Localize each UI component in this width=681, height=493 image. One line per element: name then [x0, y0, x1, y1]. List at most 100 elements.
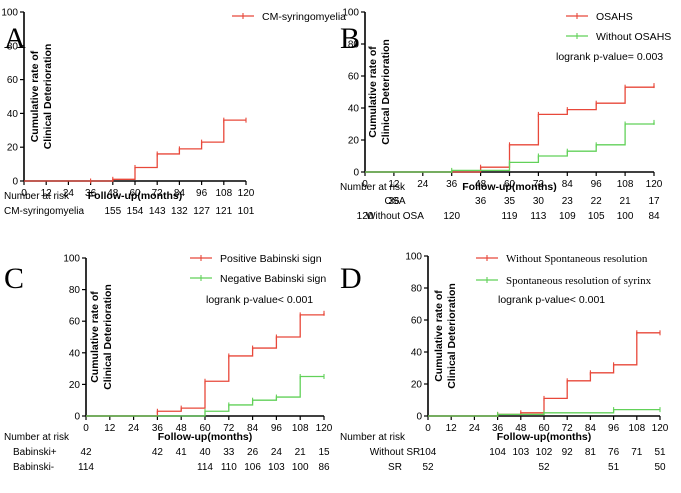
x-tick-label: 96	[196, 188, 208, 199]
x-tick-label: 84	[585, 423, 597, 434]
y-tick-label: 40	[348, 104, 360, 115]
risk-value: 103	[268, 462, 285, 473]
x-axis-label: Follow-up(months)	[158, 431, 252, 443]
x-tick-label: 24	[128, 423, 140, 434]
x-tick-label: 108	[628, 423, 645, 434]
series-line-1	[365, 122, 655, 173]
risk-table-title: Number at risk	[340, 182, 406, 193]
risk-value: 114	[78, 462, 94, 473]
risk-value: 33	[223, 447, 235, 458]
risk-value: 42	[152, 447, 164, 458]
risk-value: 114	[197, 462, 213, 473]
x-tick-label: 120	[652, 423, 669, 434]
x-tick-label: 36	[446, 179, 458, 190]
x-tick-label: 0	[362, 179, 368, 190]
x-tick-label: 12	[104, 423, 116, 434]
risk-value: 35	[504, 196, 516, 207]
risk-value: 21	[295, 447, 307, 458]
y-tick-label: 20	[348, 136, 360, 147]
x-tick-label: 24	[469, 423, 481, 434]
risk-value: 110	[221, 462, 237, 473]
x-tick-label: 108	[292, 423, 309, 434]
y-axis-label-line: Cumulative rate of	[367, 46, 379, 138]
series-line-0	[365, 85, 655, 173]
x-tick-label: 48	[515, 423, 527, 434]
risk-value: 71	[631, 447, 643, 458]
risk-value: 121	[215, 206, 232, 217]
panel-letter-d: D	[340, 262, 362, 295]
risk-row-label: CM-syringomyelia	[4, 206, 84, 217]
x-tick-label: 84	[174, 188, 186, 199]
y-tick-label: 100	[63, 254, 80, 265]
x-tick-label: 36	[85, 188, 97, 199]
risk-value: 30	[533, 196, 545, 207]
risk-value: 36	[475, 196, 487, 207]
x-tick-label: 48	[176, 423, 188, 434]
legend-entry: CM-syringomyelia	[262, 11, 346, 23]
y-tick-label: 0	[353, 168, 359, 179]
risk-value: 132	[171, 206, 188, 217]
x-tick-label: 72	[533, 179, 545, 190]
risk-row-label: OSA	[384, 196, 405, 207]
series-line-0	[428, 332, 660, 417]
y-tick-label: 80	[69, 285, 81, 296]
risk-value: 120	[357, 211, 374, 222]
risk-row-label: Without SR	[370, 447, 421, 458]
panel-c: C 0 20 40 60 80 100 0 12 24 36 48 60 72 84 96 108 120 Cumu…	[4, 253, 333, 473]
y-axis-label: Cumulative rate ofClinical Deterioration	[433, 283, 458, 389]
panel-a: A 0 20 40 60 80 100 0 12 24 36 48 60 72 84 96 108 120 Cumu…	[1, 8, 346, 218]
x-tick-label: 72	[152, 188, 164, 199]
logrank-pvalue: logrank p-value< 0.001	[206, 294, 313, 306]
y-axis-label-line: Clinical Deterioration	[102, 284, 114, 390]
risk-row-label: SR	[388, 462, 402, 473]
logrank-pvalue: logrank p-value< 0.001	[498, 294, 605, 306]
x-tick-label: 120	[238, 188, 255, 199]
y-tick-label: 0	[12, 177, 18, 188]
x-tick-label: 60	[129, 188, 141, 199]
x-tick-label: 24	[417, 179, 429, 190]
y-tick-label: 100	[342, 8, 359, 19]
panel-letter-b: B	[340, 22, 360, 55]
x-tick-label: 84	[562, 179, 574, 190]
x-tick-label: 60	[504, 179, 516, 190]
x-axis-label: Follow-up(months)	[497, 431, 591, 443]
series-line-0	[24, 119, 246, 182]
x-tick-label: 72	[562, 423, 574, 434]
risk-value: 143	[149, 206, 166, 217]
risk-value: 40	[199, 447, 211, 458]
panel-d: D 0 20 40 60 80 100 0 12 24 36 48 60 72 84 96 108 120 Cumu…	[340, 252, 669, 474]
x-tick-label: 12	[388, 179, 400, 190]
risk-value: 102	[536, 447, 553, 458]
risk-value: 154	[127, 206, 144, 217]
x-tick-label: 36	[152, 423, 164, 434]
risk-value: 92	[562, 447, 574, 458]
risk-row-label: Babinski+	[13, 447, 57, 458]
y-axis-label-line: Cumulative rate of	[433, 290, 445, 382]
risk-value: 81	[585, 447, 597, 458]
risk-value: 50	[654, 462, 666, 473]
y-axis-label-line: Clinical Deterioration	[446, 283, 458, 389]
legend-entry: Negative Babinski sign	[220, 273, 326, 285]
risk-value: 105	[588, 211, 605, 222]
risk-value: 155	[104, 206, 121, 217]
x-tick-label: 120	[316, 423, 333, 434]
panel-b: B 0 20 40 60 80 100 0 12 24 36 48 60 72 84 96 108 120 Cumu…	[340, 8, 671, 223]
risk-value: 22	[591, 196, 603, 207]
risk-value: 17	[648, 196, 660, 207]
x-axis-label: Follow-up(months)	[462, 181, 556, 193]
logrank-pvalue: logrank p-value= 0.003	[556, 51, 663, 63]
risk-value: 86	[318, 462, 330, 473]
x-tick-label: 60	[199, 423, 211, 434]
y-axis-label-line: Clinical Deterioration	[380, 39, 392, 145]
x-tick-label: 48	[475, 179, 487, 190]
risk-value: 23	[562, 196, 574, 207]
risk-value: 52	[422, 462, 434, 473]
y-axis-label: Cumulative rate ofClinical Deterioration	[367, 39, 392, 145]
x-tick-label: 12	[41, 188, 53, 199]
y-axis-label-line: Cumulative rate of	[89, 291, 101, 383]
x-tick-label: 60	[538, 423, 550, 434]
legend-entry: Positive Babinski sign	[220, 253, 322, 265]
legend-entry: Spontaneous resolution of syrinx	[506, 275, 652, 287]
x-tick-label: 108	[215, 188, 232, 199]
